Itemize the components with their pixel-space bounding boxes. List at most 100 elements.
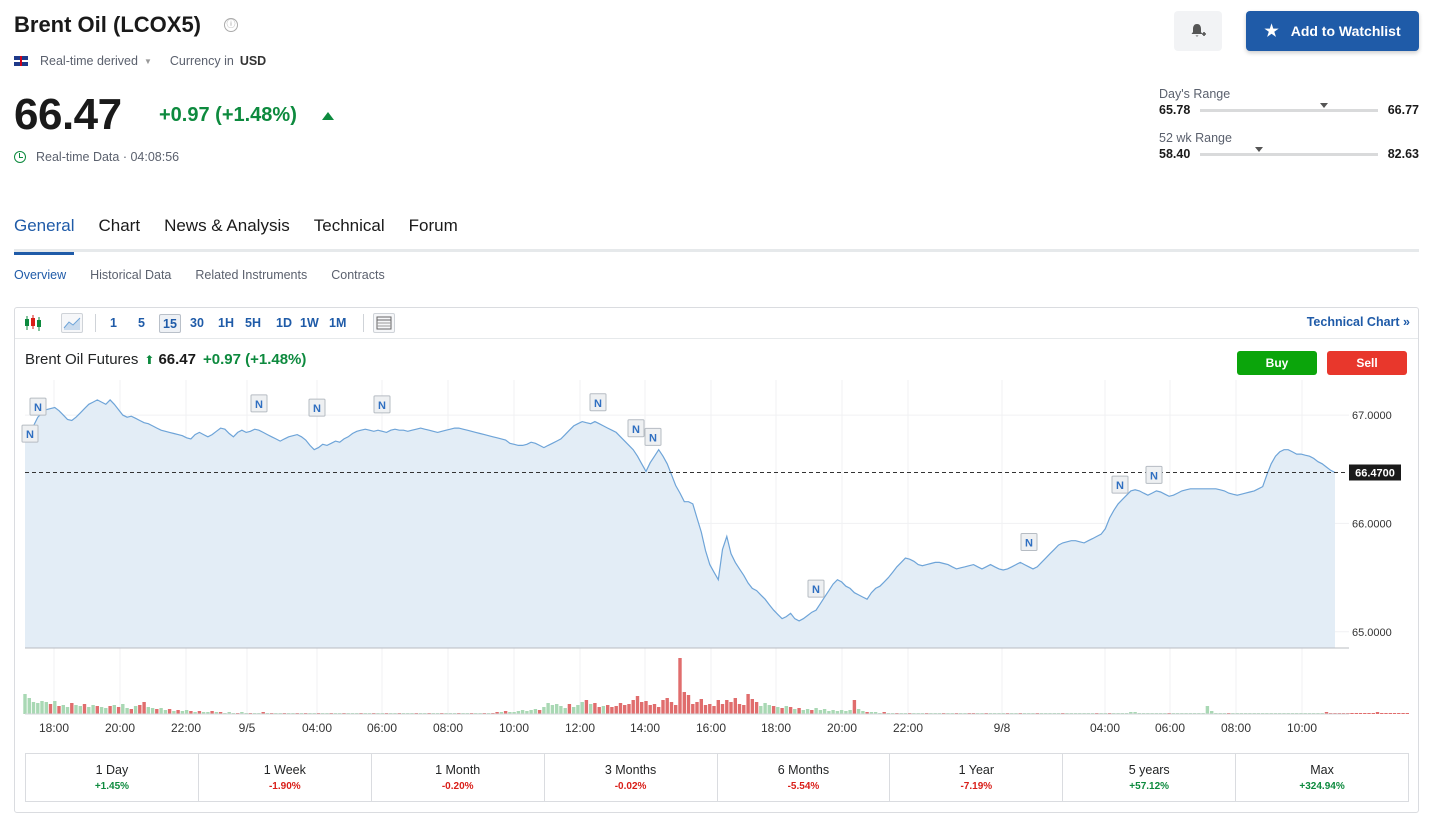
volume-bar <box>1324 712 1329 714</box>
add-to-watchlist-button[interactable]: ★ Add to Watchlist <box>1246 11 1419 51</box>
volume-bar <box>869 712 874 714</box>
interval-1w[interactable]: 1W <box>300 316 319 330</box>
volume-bar <box>780 708 784 714</box>
volume-bar <box>508 712 512 714</box>
volume-bar <box>1375 712 1380 714</box>
volume-bar <box>99 707 104 714</box>
data-source-select[interactable]: Real-time derived <box>40 54 138 68</box>
volume-bar <box>691 704 695 714</box>
interval-1[interactable]: 1 <box>110 316 117 330</box>
subtab-historical-data[interactable]: Historical Data <box>90 268 172 282</box>
52wk-range-high: 82.63 <box>1387 147 1419 161</box>
volume-bar <box>750 699 754 714</box>
volume-bar <box>665 698 669 714</box>
x-tick-label: 08:00 <box>433 721 463 735</box>
tab-chart[interactable]: Chart <box>98 216 141 235</box>
period-label: 1 Month <box>435 763 481 777</box>
volume-bar <box>104 708 108 714</box>
sell-button[interactable]: Sell <box>1327 351 1407 375</box>
x-tick-label: 10:00 <box>1287 721 1317 735</box>
up-arrow-icon <box>322 112 334 120</box>
volume-bar <box>839 710 844 714</box>
volume-bar <box>746 694 750 714</box>
x-tick-label: 22:00 <box>171 721 201 735</box>
area-chart-icon[interactable] <box>61 313 83 333</box>
interval-5[interactable]: 5 <box>138 316 145 330</box>
news-marker-label: N <box>632 424 640 436</box>
volume-bar <box>631 700 635 714</box>
chevron-down-icon[interactable]: ▼ <box>143 56 152 66</box>
period-button[interactable]: 1 Year -7.19% <box>890 754 1064 801</box>
period-change: +1.45% <box>94 781 130 792</box>
volume-bar <box>116 707 121 714</box>
volume-bar <box>499 712 504 714</box>
period-button[interactable]: 3 Months -0.02% <box>545 754 718 801</box>
volume-bar <box>125 708 129 714</box>
candlestick-icon[interactable] <box>23 313 45 333</box>
x-tick-label: 9/5 <box>239 721 256 735</box>
news-marker-label: N <box>26 429 34 441</box>
interval-1m[interactable]: 1M <box>329 316 347 330</box>
tab-news-analysis[interactable]: News & Analysis <box>164 216 290 235</box>
tab-forum[interactable]: Forum <box>408 216 458 235</box>
volume-bar <box>699 699 703 714</box>
volume-bar <box>163 710 168 714</box>
volume-bar <box>661 700 665 714</box>
subtab-overview[interactable]: Overview <box>14 268 67 282</box>
volume-bar <box>167 709 172 714</box>
info-icon[interactable]: ⓘ <box>224 18 238 32</box>
tab-technical[interactable]: Technical <box>313 216 385 235</box>
period-button[interactable]: 6 Months -5.54% <box>718 754 891 801</box>
period-label: 1 Week <box>263 763 306 777</box>
volume-bar <box>542 707 546 714</box>
period-button[interactable]: 1 Day +1.45% <box>26 754 199 801</box>
subtab-related-instruments[interactable]: Related Instruments <box>195 268 308 282</box>
volume-bar <box>623 705 627 714</box>
currency-label: Currency in <box>169 54 234 68</box>
period-change: -0.20% <box>441 781 474 792</box>
period-label: Max <box>1310 763 1334 777</box>
volume-bar <box>589 704 593 714</box>
interval-15[interactable]: 15 <box>159 314 181 333</box>
create-alert-button[interactable] <box>1174 11 1222 51</box>
volume-bar <box>861 711 865 714</box>
table-view-icon[interactable] <box>373 313 395 333</box>
chart-widget: 1 5 15 30 1H 5H 1D 1W 1M Technical Chart… <box>14 307 1419 813</box>
period-button[interactable]: 1 Week -1.90% <box>199 754 372 801</box>
period-button[interactable]: Max +324.94% <box>1236 754 1408 801</box>
volume-bar <box>210 711 214 714</box>
volume-bar <box>91 705 95 714</box>
news-marker <box>373 395 391 414</box>
interval-1h[interactable]: 1H <box>218 316 234 330</box>
last-price: 66.47 <box>14 90 122 139</box>
volume-bar <box>657 707 661 714</box>
volume-bar <box>184 710 189 714</box>
news-marker-label: N <box>1116 480 1124 492</box>
volume-bar <box>1133 712 1137 714</box>
interval-30[interactable]: 30 <box>190 316 204 330</box>
volume-bar <box>810 710 814 714</box>
period-button[interactable]: 1 Month -0.20% <box>372 754 545 801</box>
volume-bar <box>78 706 82 714</box>
tab-general[interactable]: General <box>14 214 75 255</box>
y-tick-label: 67.0000 <box>1352 410 1392 422</box>
volume-bar <box>112 705 116 714</box>
volume-bar <box>801 710 805 714</box>
volume-bar <box>644 701 648 714</box>
interval-5h[interactable]: 5H <box>245 316 261 330</box>
currency-value: USD <box>239 54 267 68</box>
volume-bar <box>814 708 818 714</box>
volume-bar <box>1205 706 1210 714</box>
technical-chart-link[interactable]: Technical Chart » <box>1306 315 1410 329</box>
volume-bar <box>797 708 801 714</box>
subtab-contracts[interactable]: Contracts <box>331 268 385 282</box>
price-chart[interactable]: Investing.com66.470067.000066.000065.000… <box>15 380 1418 742</box>
news-marker-label: N <box>1150 470 1158 482</box>
volume-bar <box>1358 713 1363 714</box>
interval-1d[interactable]: 1D <box>276 316 292 330</box>
volume-bar <box>1401 713 1405 714</box>
period-button[interactable]: 5 years +57.12% <box>1063 754 1237 801</box>
x-tick-label: 04:00 <box>302 721 332 735</box>
buy-button[interactable]: Buy <box>1237 351 1317 375</box>
volume-bar <box>784 706 788 714</box>
